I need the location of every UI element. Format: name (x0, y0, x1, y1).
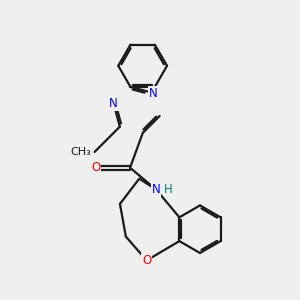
Text: O: O (142, 254, 151, 267)
Text: O: O (91, 161, 101, 174)
Text: H: H (164, 183, 173, 196)
Text: N: N (152, 183, 161, 196)
Text: N: N (109, 97, 118, 110)
Text: CH₃: CH₃ (71, 147, 92, 157)
Text: N: N (149, 87, 158, 100)
